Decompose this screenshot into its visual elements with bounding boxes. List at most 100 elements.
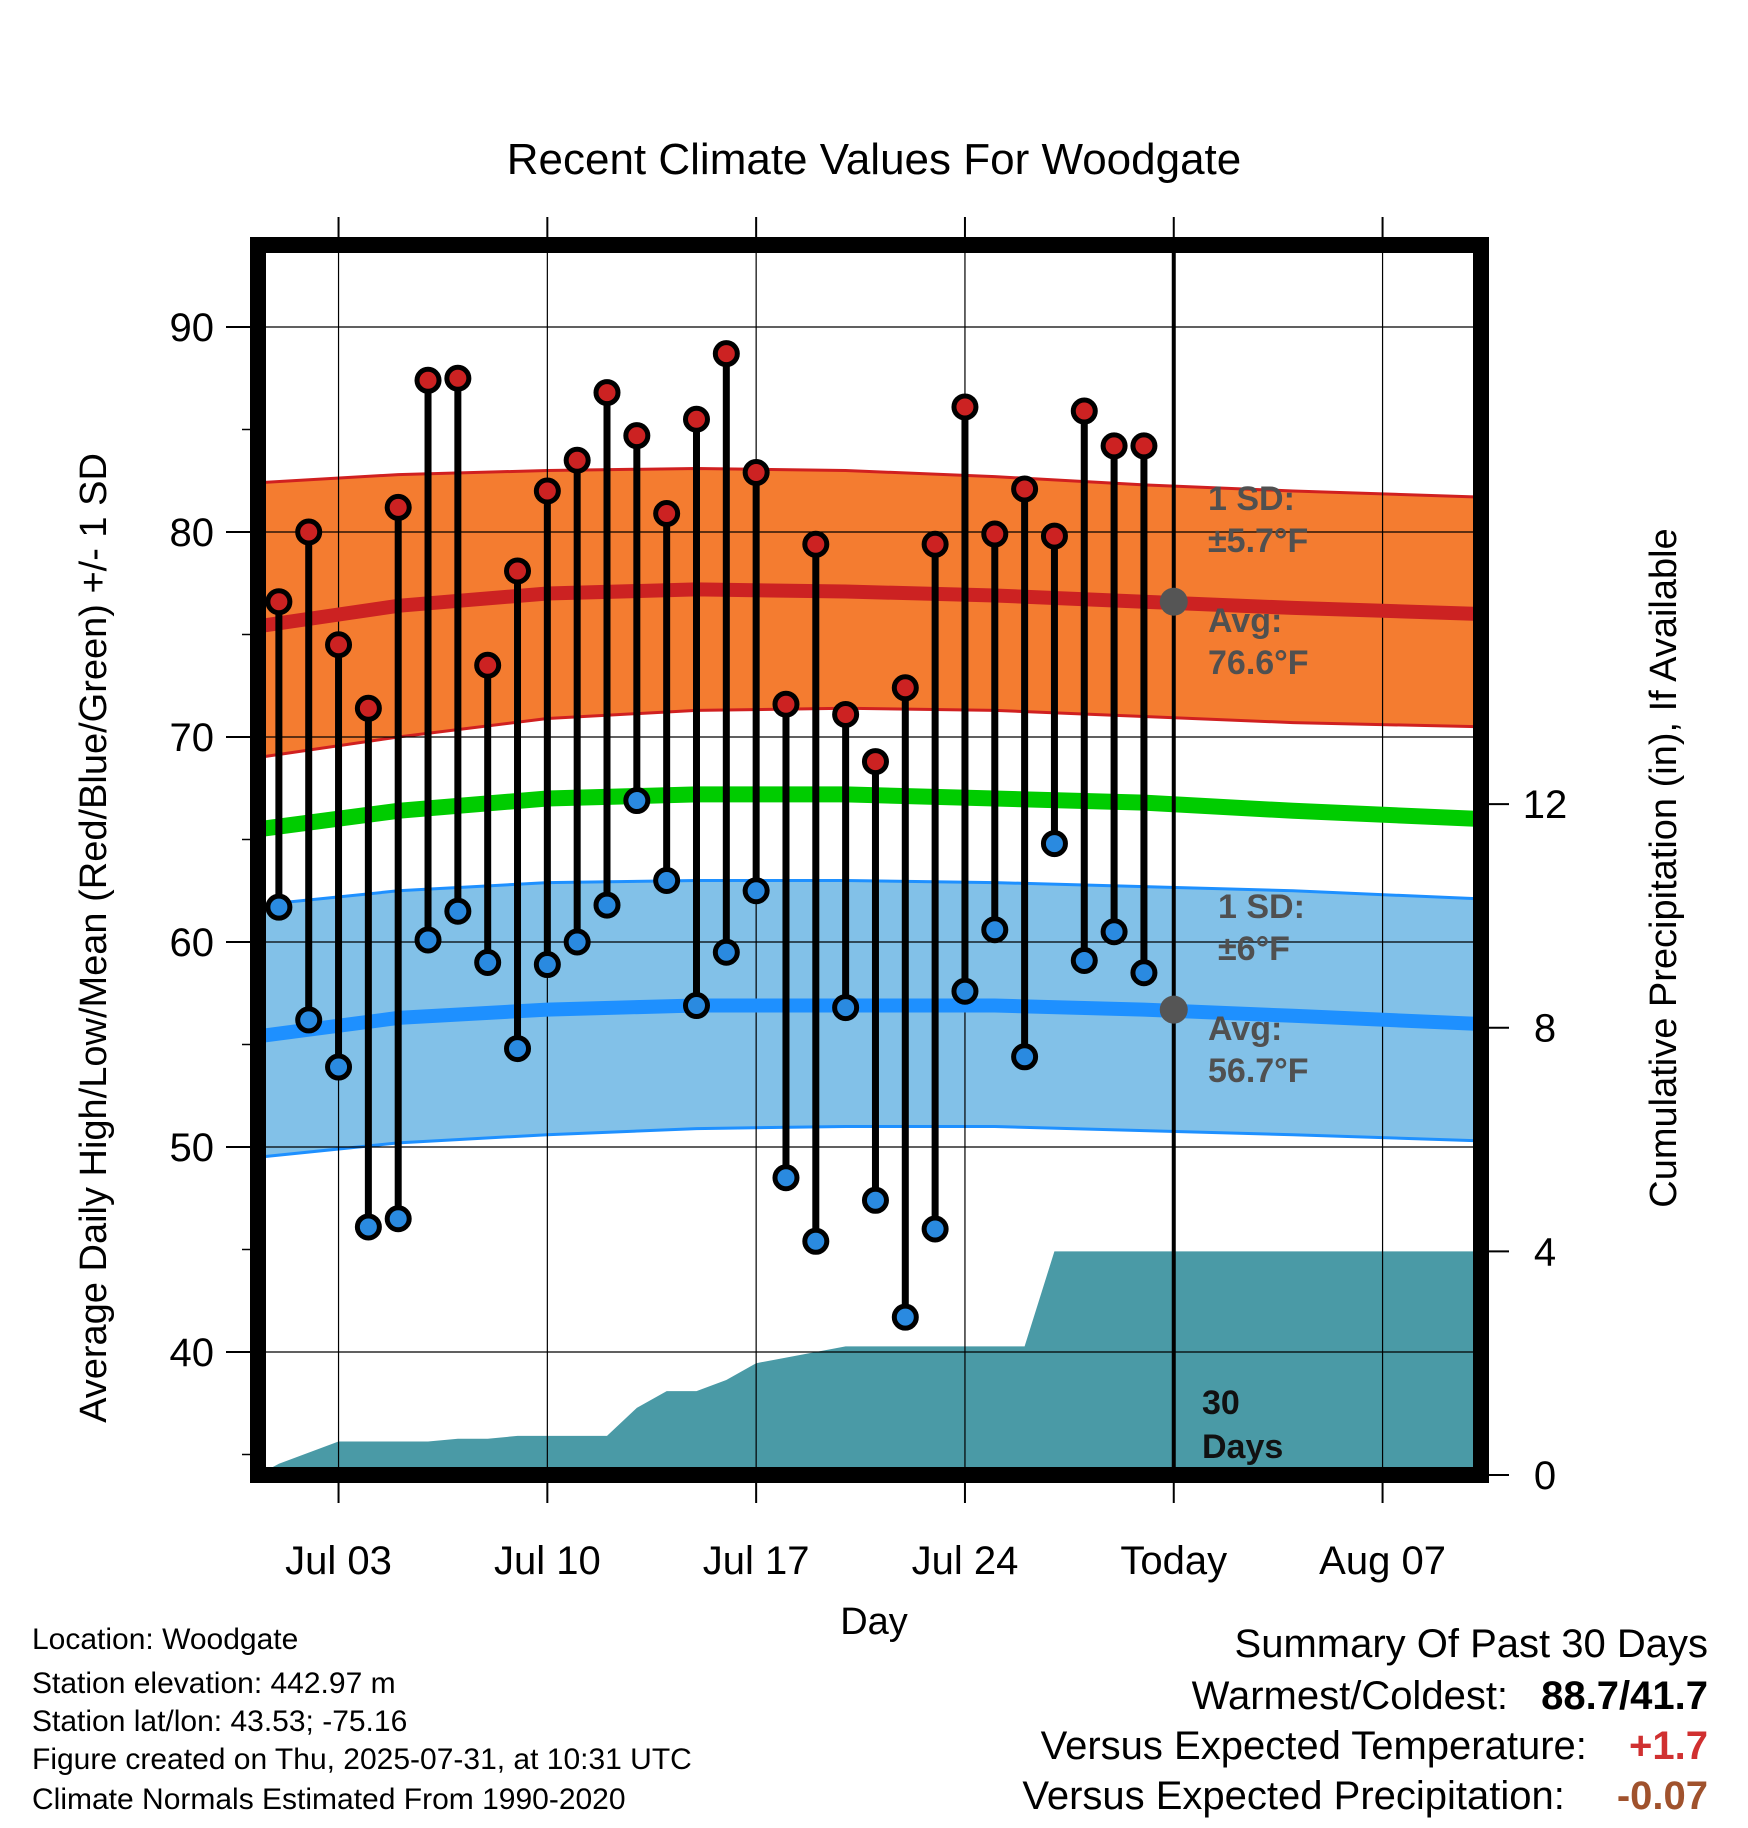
low-point-4 <box>354 1213 382 1241</box>
y-tick-label-5: 90 <box>170 306 215 350</box>
high-point-8 <box>474 651 502 679</box>
high-point-7 <box>444 364 472 392</box>
high-point-26 <box>1011 475 1039 503</box>
high-sd-label: 1 SD: <box>1208 480 1295 518</box>
x-tick-label-5: Aug 07 <box>1319 1539 1446 1583</box>
plot-area: 40 50 60 70 80 90 0 4 8 12 Jul 03 Jul 10 Jul 17 Jul 2… <box>170 217 1568 1583</box>
y2-tick-label-0: 0 <box>1534 1454 1556 1498</box>
plot-frame <box>250 237 1489 1483</box>
low-point-9 <box>504 1035 532 1063</box>
today-low-avg-marker <box>1159 995 1188 1024</box>
low-point-8 <box>474 949 502 976</box>
high-avg-value: 76.6°F <box>1208 644 1309 682</box>
low-point-3 <box>325 1053 353 1081</box>
info-normals: Climate Normals Estimated From 1990-2020 <box>32 1783 626 1816</box>
high-point-20 <box>832 700 860 728</box>
high-sd-value: ±5.7°F <box>1208 522 1308 560</box>
high-point-14 <box>653 500 681 528</box>
info-created: Figure created on Thu, 2025-07-31, at 10… <box>32 1743 692 1776</box>
low-sd-value: ±6°F <box>1218 930 1290 968</box>
high-point-19 <box>802 530 830 558</box>
low-point-19 <box>802 1227 830 1255</box>
high-avg-label: Avg: <box>1208 602 1282 640</box>
high-point-29 <box>1100 432 1128 460</box>
high-point-28 <box>1070 397 1098 425</box>
summary-warm-value: 88.7/41.7 <box>1541 1674 1708 1718</box>
y-tick-label-1: 50 <box>170 1126 215 1170</box>
x-tick-label-4: Today <box>1120 1539 1227 1583</box>
low-sd-band-lower-edge <box>257 1125 1482 1159</box>
high-point-16 <box>712 340 740 368</box>
high-point-2 <box>295 518 323 546</box>
y-tick-label-0: 40 <box>170 1331 215 1375</box>
high-point-21 <box>861 748 889 776</box>
x-axis-label: Day <box>840 1601 908 1643</box>
high-point-22 <box>891 674 919 702</box>
chart-title: Recent Climate Values For Woodgate <box>507 135 1242 184</box>
low-point-10 <box>533 951 561 979</box>
low-point-1 <box>265 893 293 921</box>
high-point-15 <box>682 405 710 433</box>
high-point-4 <box>354 694 382 722</box>
x-tick-label-3: Jul 24 <box>912 1539 1019 1583</box>
summary-temp-row: Versus Expected Temperature: +1.7 <box>1041 1724 1708 1769</box>
low-point-16 <box>712 938 740 966</box>
low-avg-value: 56.7°F <box>1208 1052 1309 1090</box>
x-tick-label-0: Jul 03 <box>285 1539 392 1583</box>
low-point-24 <box>951 977 979 1005</box>
high-point-27 <box>1040 522 1068 550</box>
high-point-1 <box>265 588 293 616</box>
low-point-20 <box>832 994 860 1022</box>
low-point-29 <box>1100 918 1128 946</box>
y-tick-label-2: 60 <box>170 921 215 965</box>
low-point-13 <box>623 787 651 815</box>
high-point-30 <box>1130 432 1158 460</box>
low-point-7 <box>444 897 472 925</box>
y-tick-label-3: 70 <box>170 716 215 760</box>
high-point-3 <box>325 631 353 659</box>
low-avg-label: Avg: <box>1208 1010 1282 1048</box>
summary-warm-label: Warmest/Coldest: <box>1191 1674 1509 1718</box>
summary-temp-value: +1.7 <box>1629 1724 1708 1768</box>
y2-tick-label-3: 12 <box>1523 783 1568 827</box>
y2-tick-label-2: 8 <box>1534 1007 1556 1051</box>
info-elevation: Station elevation: 442.97 m <box>32 1667 396 1700</box>
info-location: Location: Woodgate <box>32 1623 299 1656</box>
summary-precip-value: -0.07 <box>1616 1774 1708 1818</box>
x-tick-label-1: Jul 10 <box>494 1539 601 1583</box>
y2-tick-label-1: 4 <box>1534 1230 1556 1274</box>
low-point-6 <box>414 926 442 954</box>
low-point-17 <box>742 877 770 905</box>
high-point-5 <box>384 493 412 521</box>
info-latlon: Station lat/lon: 43.53; -75.16 <box>32 1705 408 1738</box>
days-label-text: Days <box>1202 1428 1283 1466</box>
y2-axis-label: Cumulative Precipitation (in), If Availa… <box>1643 528 1685 1207</box>
low-point-21 <box>861 1186 889 1214</box>
high-point-17 <box>742 459 770 487</box>
low-point-15 <box>682 992 710 1020</box>
low-point-2 <box>295 1006 323 1034</box>
low-point-5 <box>384 1205 412 1233</box>
low-point-22 <box>891 1303 919 1331</box>
high-point-24 <box>951 393 979 421</box>
high-point-13 <box>623 422 651 450</box>
low-point-18 <box>772 1164 800 1192</box>
low-point-26 <box>1011 1043 1039 1071</box>
summary-precip-row: Versus Expected Precipitation: -0.07 <box>1022 1774 1708 1819</box>
summary-precip-label: Versus Expected Precipitation: <box>1022 1774 1565 1818</box>
high-point-6 <box>414 366 442 394</box>
high-point-23 <box>921 530 949 558</box>
days-label-number: 30 <box>1202 1384 1240 1422</box>
summary-warm-row: Warmest/Coldest: 88.7/41.7 <box>1192 1674 1708 1719</box>
summary-temp-label: Versus Expected Temperature: <box>1040 1724 1587 1768</box>
y-tick-label-4: 80 <box>170 511 215 555</box>
low-point-11 <box>563 928 591 956</box>
low-point-25 <box>981 916 1009 944</box>
low-point-14 <box>653 867 681 894</box>
high-point-18 <box>772 690 800 718</box>
high-point-9 <box>504 557 532 585</box>
low-point-12 <box>593 891 621 919</box>
x-tick-label-2: Jul 17 <box>703 1539 810 1583</box>
low-point-30 <box>1130 959 1158 987</box>
